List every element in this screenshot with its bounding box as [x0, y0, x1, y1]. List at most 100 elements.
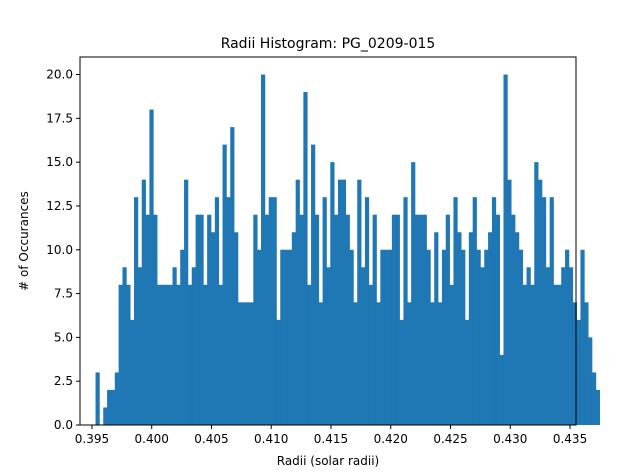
histogram-bar	[572, 302, 577, 425]
histogram-bar	[368, 284, 373, 425]
histogram-bar	[226, 197, 231, 425]
histogram-bar	[164, 284, 170, 425]
histogram-bar	[557, 284, 562, 425]
histogram-bar	[426, 249, 431, 425]
histogram-bar	[522, 284, 527, 425]
histogram-bar	[199, 214, 204, 425]
histogram-bar	[195, 214, 200, 425]
plot-frame	[79, 56, 577, 426]
histogram-bar	[499, 354, 504, 425]
histogram-bar	[472, 197, 477, 425]
x-tick-label: 0.395	[75, 432, 109, 446]
histogram-bar	[253, 214, 258, 425]
histogram-bar	[130, 319, 135, 425]
histogram-bar	[491, 197, 497, 425]
y-tick-label: 10.0	[46, 243, 73, 257]
histogram-bar	[518, 249, 524, 425]
histogram-bar	[191, 267, 196, 425]
histogram-bar	[110, 389, 116, 425]
histogram-bar	[160, 284, 166, 425]
histogram-bar	[149, 109, 154, 425]
histogram-bar	[561, 267, 566, 425]
histogram-bar	[337, 179, 343, 425]
histogram-bar	[168, 284, 173, 425]
histogram-bar	[249, 302, 254, 425]
y-tick-label: 7.5	[54, 287, 73, 301]
histogram-bar	[445, 214, 450, 425]
histogram-bar	[326, 267, 331, 425]
histogram-bar	[157, 284, 162, 425]
histogram-bar	[107, 389, 112, 425]
histogram-bar	[530, 284, 535, 425]
histogram-bar	[237, 302, 243, 425]
histogram-bar	[584, 302, 589, 425]
histogram-bar	[330, 162, 335, 425]
histogram-bar	[341, 179, 347, 425]
histogram-bar	[515, 232, 520, 425]
y-axis: 0.0 2.5 5.0 7.5 10.0 12.5 15.0 17.5 20.0	[46, 68, 80, 432]
histogram-bar	[218, 284, 223, 425]
y-tick-label: 0.0	[54, 418, 73, 432]
histogram-bar	[153, 214, 158, 425]
histogram-bar	[280, 249, 285, 425]
histogram-bar	[349, 249, 354, 425]
histogram-bar	[384, 249, 389, 425]
histogram-bar	[576, 319, 581, 425]
histogram-bar	[549, 197, 554, 425]
histogram-bar	[222, 144, 227, 425]
histogram-bar	[441, 249, 447, 425]
histogram-bar	[334, 214, 339, 425]
x-tick-label: 0.415	[314, 432, 348, 446]
histogram-bar	[464, 319, 470, 425]
histogram-bar	[538, 179, 543, 425]
histogram-bar	[568, 267, 574, 425]
histogram-bar	[184, 179, 189, 425]
histogram-bar	[476, 249, 481, 425]
x-tick-label: 0.405	[194, 432, 228, 446]
x-axis: 0.395 0.400 0.405 0.410 0.415 0.420 0.425 0.430…	[75, 425, 587, 446]
x-tick-label: 0.410	[254, 432, 288, 446]
histogram-bar	[272, 197, 277, 425]
histogram-bar	[145, 214, 150, 425]
histogram-bar	[534, 162, 539, 425]
histogram-bar	[541, 197, 547, 425]
histogram-bar	[395, 214, 400, 425]
histogram-bar	[203, 284, 208, 425]
histogram-bar	[284, 249, 289, 425]
histogram-bar	[241, 302, 246, 425]
histogram-bar	[307, 284, 312, 425]
histogram-bar	[388, 249, 393, 425]
histogram-bar	[295, 179, 300, 425]
histogram-bar	[126, 284, 131, 425]
histogram-bar	[180, 249, 185, 425]
histogram-bar	[299, 214, 304, 425]
y-tick-label: 2.5	[54, 374, 73, 388]
histogram-bar	[480, 267, 485, 425]
histogram-bar	[276, 319, 281, 425]
histogram-bar	[580, 249, 585, 425]
histogram-bar	[418, 214, 424, 425]
histogram-bar	[449, 284, 454, 425]
histogram-bar	[95, 372, 100, 425]
histogram-bar	[511, 214, 516, 425]
histogram-bar	[376, 302, 381, 425]
histogram-bars	[95, 74, 601, 426]
histogram-bar	[230, 127, 235, 425]
histogram-bar	[461, 249, 466, 425]
histogram-bar	[122, 267, 127, 425]
histogram-bar	[411, 162, 416, 425]
y-tick-label: 20.0	[46, 68, 73, 82]
y-tick-label: 12.5	[46, 199, 73, 213]
histogram-bar	[134, 197, 139, 425]
histogram-bar	[565, 249, 570, 425]
x-tick-label: 0.425	[433, 432, 467, 446]
histogram-bar	[291, 232, 297, 425]
histogram-bar	[414, 214, 420, 425]
histogram-bar	[264, 214, 270, 425]
histogram-bar	[103, 407, 108, 425]
histogram-bar	[311, 144, 316, 425]
histogram-bar	[172, 267, 177, 425]
histogram-bar	[364, 197, 370, 425]
histogram-bar	[257, 249, 262, 425]
